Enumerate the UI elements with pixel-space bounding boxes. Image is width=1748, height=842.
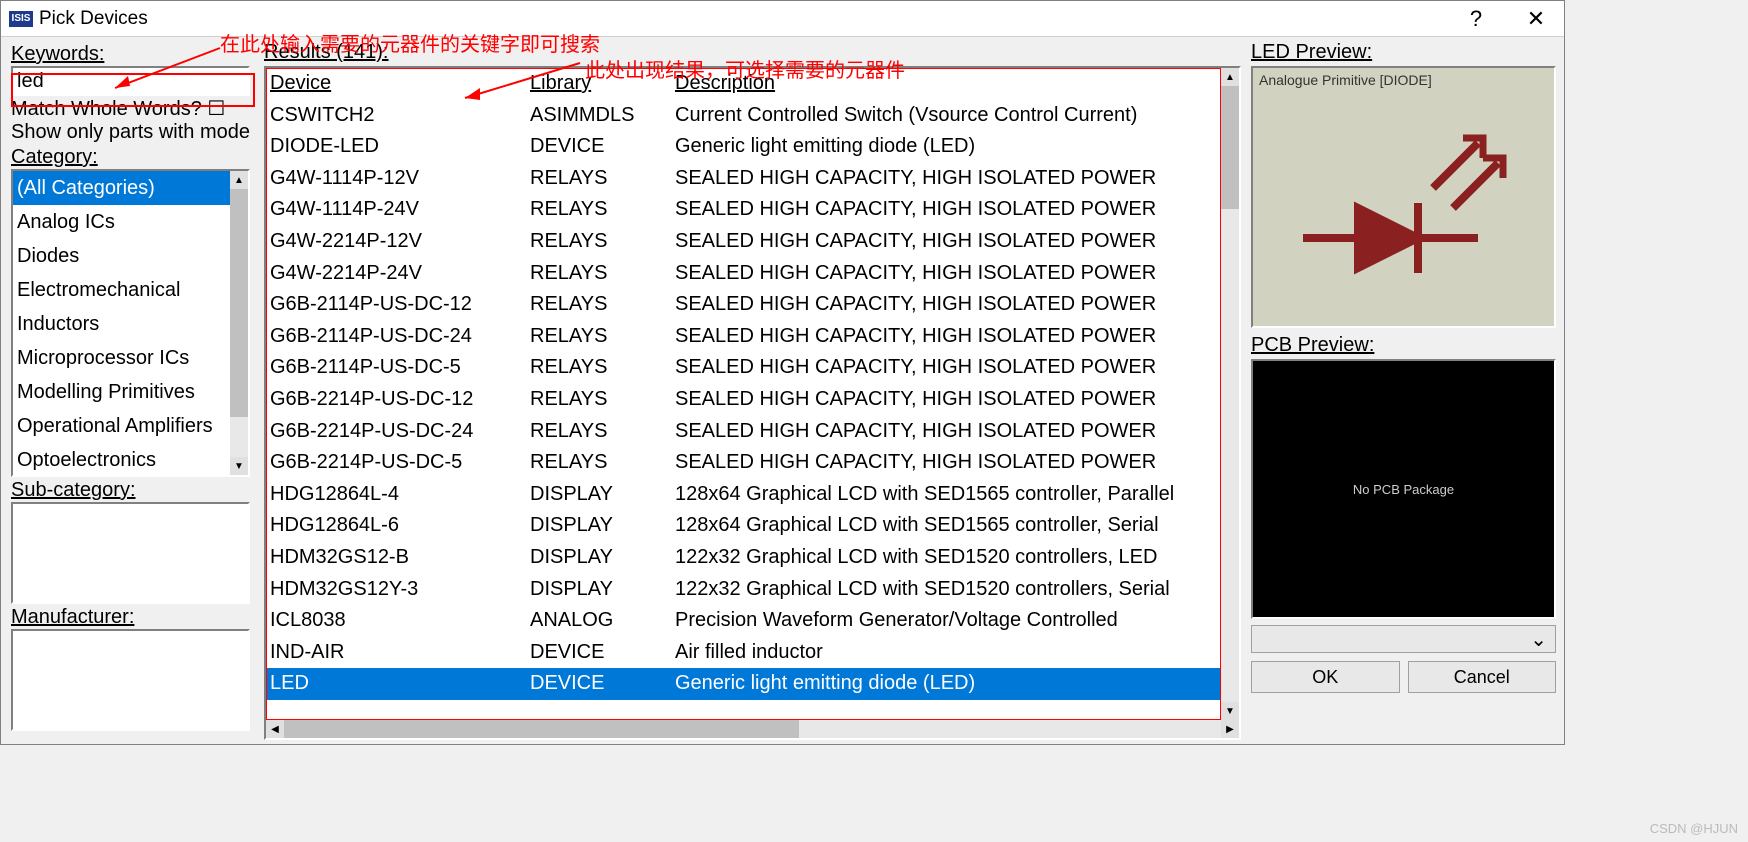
cancel-button[interactable]: Cancel xyxy=(1408,661,1557,693)
result-row[interactable]: HDM32GS12-BDISPLAY122x32 Graphical LCD w… xyxy=(266,542,1221,574)
center-panel: Results (141): Device Library Descriptio… xyxy=(258,37,1247,744)
scroll-right-icon[interactable]: ▶ xyxy=(1221,720,1239,738)
result-row[interactable]: G4W-1114P-24VRELAYSSEALED HIGH CAPACITY,… xyxy=(266,194,1221,226)
category-listbox[interactable]: (All Categories)Analog ICsDiodesElectrom… xyxy=(11,169,250,477)
result-row[interactable]: G6B-2114P-US-DC-24RELAYSSEALED HIGH CAPA… xyxy=(266,321,1221,353)
result-row[interactable]: LEDDEVICEGeneric light emitting diode (L… xyxy=(266,668,1221,700)
scroll-down-icon[interactable]: ▼ xyxy=(1221,702,1239,720)
keywords-label: Keywords: xyxy=(11,43,250,66)
scroll-up-icon[interactable]: ▲ xyxy=(230,171,248,189)
category-item[interactable]: Operational Amplifiers xyxy=(13,409,230,443)
scroll-up-icon[interactable]: ▲ xyxy=(1221,68,1239,86)
category-item[interactable]: Diodes xyxy=(13,239,230,273)
right-panel: LED Preview: Analogue Primitive [DIODE] xyxy=(1247,37,1564,744)
manufacturer-listbox[interactable] xyxy=(11,629,250,731)
package-dropdown[interactable]: ⌄ xyxy=(1251,625,1556,653)
results-label: Results (141): xyxy=(264,41,1241,64)
result-row[interactable]: HDG12864L-6DISPLAY128x64 Graphical LCD w… xyxy=(266,510,1221,542)
result-row[interactable]: G4W-2214P-12VRELAYSSEALED HIGH CAPACITY,… xyxy=(266,226,1221,258)
result-row[interactable]: G6B-2214P-US-DC-5RELAYSSEALED HIGH CAPAC… xyxy=(266,447,1221,479)
category-item[interactable]: Microprocessor ICs xyxy=(13,341,230,375)
col-device: Device xyxy=(270,68,530,100)
result-row[interactable]: G6B-2114P-US-DC-5RELAYSSEALED HIGH CAPAC… xyxy=(266,352,1221,384)
result-row[interactable]: G6B-2214P-US-DC-24RELAYSSEALED HIGH CAPA… xyxy=(266,416,1221,448)
result-row[interactable]: ICL8038ANALOGPrecision Waveform Generato… xyxy=(266,605,1221,637)
category-item[interactable]: (All Categories) xyxy=(13,171,230,205)
pcb-text: No PCB Package xyxy=(1353,482,1454,497)
category-item[interactable]: Analog ICs xyxy=(13,205,230,239)
results-listbox[interactable]: Device Library Description CSWITCH2ASIMM… xyxy=(264,66,1241,740)
subcategory-listbox[interactable] xyxy=(11,502,250,604)
result-row[interactable]: CSWITCH2ASIMMDLSCurrent Controlled Switc… xyxy=(266,100,1221,132)
result-row[interactable]: G6B-2114P-US-DC-12RELAYSSEALED HIGH CAPA… xyxy=(266,289,1221,321)
scroll-down-icon[interactable]: ▼ xyxy=(230,457,248,475)
subcategory-label: Sub-category: xyxy=(11,479,250,502)
led-preview-label: LED Preview: xyxy=(1251,41,1556,64)
result-row[interactable]: G4W-2214P-24VRELAYSSEALED HIGH CAPACITY,… xyxy=(266,258,1221,290)
help-button[interactable]: ? xyxy=(1456,6,1496,32)
chevron-down-icon: ⌄ xyxy=(1530,627,1547,652)
ok-button[interactable]: OK xyxy=(1251,661,1400,693)
led-preview: Analogue Primitive [DIODE] xyxy=(1251,66,1556,328)
result-row[interactable]: DIODE-LEDDEVICEGeneric light emitting di… xyxy=(266,131,1221,163)
col-library: Library xyxy=(530,68,675,100)
scroll-left-icon[interactable]: ◀ xyxy=(266,720,284,738)
match-whole-words-checkbox[interactable]: Match Whole Words? ☐ xyxy=(11,96,250,121)
window-title: Pick Devices xyxy=(39,8,148,30)
watermark: CSDN @HJUN xyxy=(1650,821,1738,836)
col-description: Description xyxy=(675,68,1221,100)
led-caption: Analogue Primitive [DIODE] xyxy=(1259,72,1432,88)
manufacturer-label: Manufacturer: xyxy=(11,606,250,629)
pcb-preview: No PCB Package xyxy=(1251,359,1556,619)
category-scrollbar[interactable]: ▲ ▼ xyxy=(230,171,248,475)
pick-devices-window: ISIS Pick Devices ? ✕ Keywords: Match Wh… xyxy=(0,0,1565,745)
category-item[interactable]: Electromechanical xyxy=(13,273,230,307)
category-item[interactable]: Optoelectronics xyxy=(13,443,230,475)
results-header: Device Library Description xyxy=(266,68,1221,100)
left-panel: Keywords: Match Whole Words? ☐ Show only… xyxy=(1,37,258,744)
result-row[interactable]: G6B-2214P-US-DC-12RELAYSSEALED HIGH CAPA… xyxy=(266,384,1221,416)
close-button[interactable]: ✕ xyxy=(1516,6,1556,32)
category-item[interactable]: Modelling Primitives xyxy=(13,375,230,409)
keywords-input[interactable] xyxy=(11,66,250,96)
show-models-checkbox[interactable]: Show only parts with models? xyxy=(11,121,250,144)
results-scrollbar-h[interactable]: ◀ ▶ xyxy=(266,720,1239,738)
titlebar: ISIS Pick Devices ? ✕ xyxy=(1,1,1564,37)
result-row[interactable]: HDG12864L-4DISPLAY128x64 Graphical LCD w… xyxy=(266,479,1221,511)
pcb-preview-label: PCB Preview: xyxy=(1251,334,1556,357)
result-row[interactable]: G4W-1114P-12VRELAYSSEALED HIGH CAPACITY,… xyxy=(266,163,1221,195)
category-label: Category: xyxy=(11,146,250,169)
result-row[interactable]: HDM32GS12Y-3DISPLAY122x32 Graphical LCD … xyxy=(266,574,1221,606)
result-row[interactable]: IND-AIRDEVICEAir filled inductor xyxy=(266,637,1221,669)
category-item[interactable]: Inductors xyxy=(13,307,230,341)
led-symbol-icon xyxy=(1303,108,1523,308)
app-icon: ISIS xyxy=(9,11,33,27)
results-scrollbar-v[interactable]: ▲ ▼ xyxy=(1221,68,1239,720)
